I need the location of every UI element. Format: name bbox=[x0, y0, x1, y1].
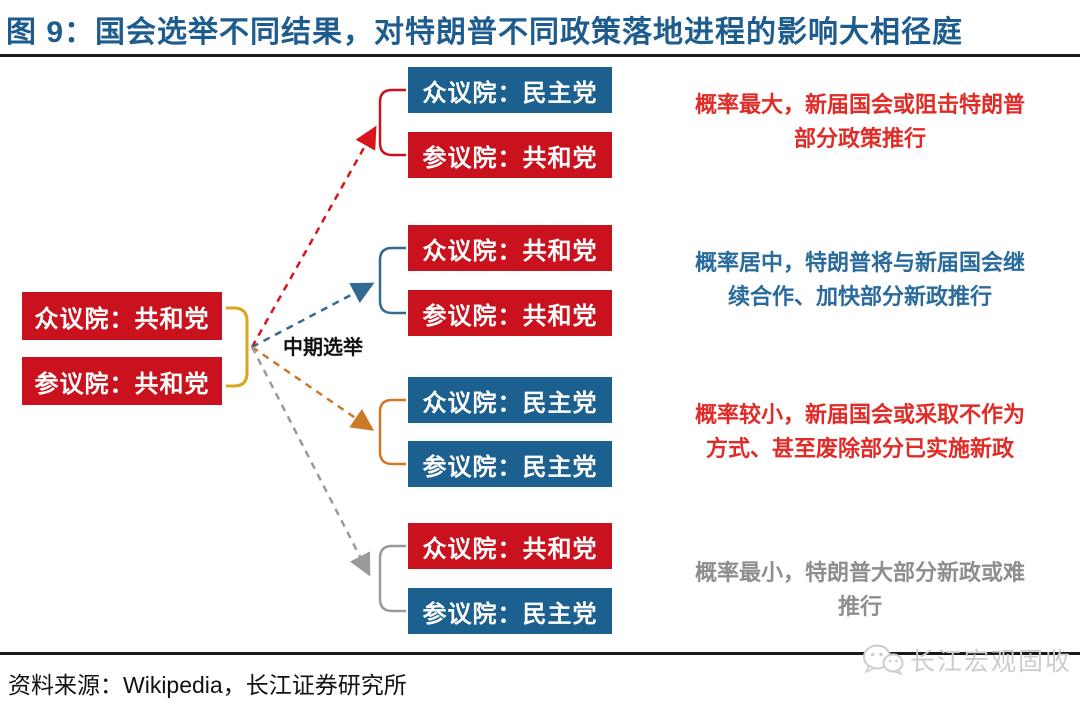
scenario-3-senate-box: 参议院：民主党 bbox=[408, 441, 612, 487]
scenario-2-bracket bbox=[378, 246, 406, 315]
scenario-2-house-box: 众议院：共和党 bbox=[408, 225, 612, 271]
start-house-box: 众议院：共和党 bbox=[22, 292, 222, 340]
scenario-1-bracket bbox=[378, 88, 406, 157]
scenario-1-house-box: 众议院：民主党 bbox=[408, 67, 612, 113]
title-divider bbox=[0, 54, 1080, 57]
start-senate-box: 参议院：共和党 bbox=[22, 357, 222, 405]
scenario-3-outcome-text: 概率较小，新届国会或采取不作为 方式、甚至废除部分已实施新政 bbox=[694, 402, 1025, 461]
branch-2-line bbox=[251, 282, 375, 349]
midterm-election-label: 中期选举 bbox=[283, 337, 363, 359]
scenario-1-senate-box: 参议院：共和党 bbox=[408, 132, 612, 178]
scenario-2-outcome-text: 概率居中，特朗普将与新届国会继 续合作、加快部分新政推行 bbox=[694, 250, 1025, 309]
watermark: 长江宏观固收 bbox=[862, 642, 1072, 678]
scenario-4-senate-box: 参议院：民主党 bbox=[408, 588, 612, 634]
source-note: 资料来源：Wikipedia，长江证券研究所 bbox=[8, 672, 407, 698]
branch-1-line bbox=[250, 125, 377, 348]
scenario-3-bracket bbox=[378, 398, 406, 466]
scenario-4-bracket bbox=[378, 544, 406, 613]
scenario-2-senate-box: 参议院：共和党 bbox=[408, 290, 612, 336]
figure-title: 图 9：国会选举不同结果，对特朗普不同政策落地进程的影响大相径庭 bbox=[6, 16, 964, 49]
start-bracket bbox=[226, 306, 249, 388]
scenario-4-house-box: 众议院：共和党 bbox=[408, 523, 612, 569]
branch-4-line bbox=[250, 346, 371, 577]
watermark-text: 长江宏观固收 bbox=[909, 648, 1072, 676]
branch-3-line bbox=[251, 345, 375, 431]
wechat-icon bbox=[862, 644, 904, 676]
scenario-3-house-box: 众议院：民主党 bbox=[408, 377, 612, 423]
scenario-1-outcome-text: 概率最大，新届国会或阻击特朗普 部分政策推行 bbox=[694, 92, 1025, 151]
footer-divider bbox=[0, 652, 1080, 655]
scenario-4-outcome-text: 概率最小，特朗普大部分新政或难 推行 bbox=[694, 560, 1025, 619]
